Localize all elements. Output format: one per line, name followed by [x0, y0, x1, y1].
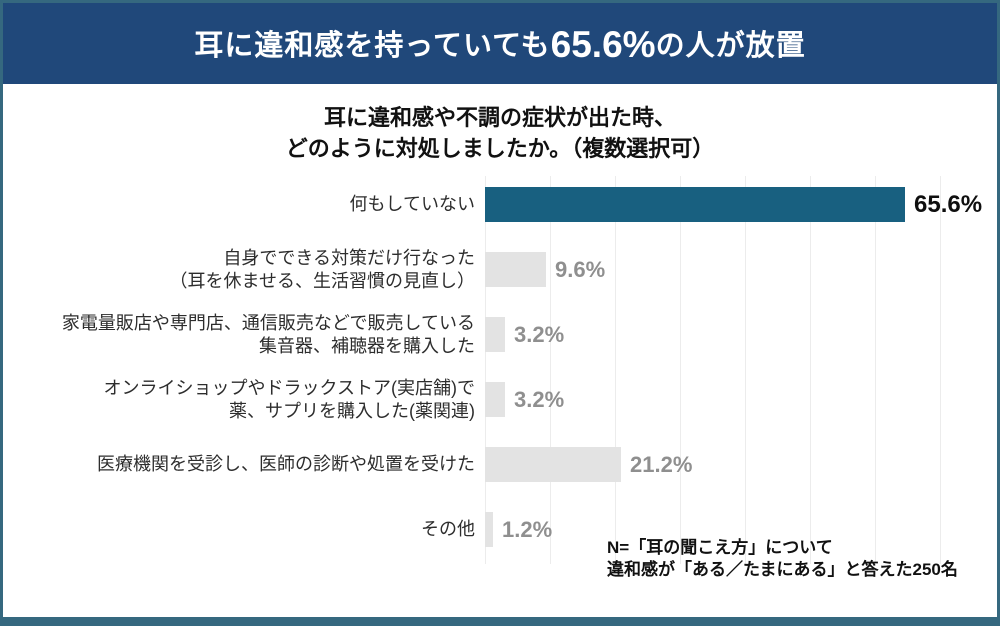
bar-value-label: 21.2% — [630, 451, 693, 477]
bar-row-2: 家電量販店や専門店、通信販売などで販売している 集音器、補聴器を購入した 3.2% — [3, 302, 997, 367]
bar-value-label: 1.2% — [502, 516, 553, 542]
sample-size-footnote: N=「耳の聞こえ方」について 違和感が「ある／たまにある」と答えた250名 — [607, 537, 958, 581]
bar-zone: 65.6% — [485, 172, 997, 237]
chart-question-title: 耳に違和感や不調の症状が出た時、 どのように対処しましたか。（複数選択可） — [3, 102, 997, 164]
plot-gridlines — [485, 176, 945, 564]
bar-value-label: 9.6% — [555, 256, 606, 282]
chart-title-line1: 耳に違和感や不調の症状が出た時、 — [323, 105, 676, 130]
bar-value-label: 3.2% — [514, 321, 565, 347]
bar-row-1: 自身でできる対策だけ行なった （耳を休ませる、生活習慣の見直し） 9.6% — [3, 237, 997, 302]
bar-row-label: 医療機関を受診し、医師の診断や処置を受けた — [97, 454, 475, 474]
bar-row-label: 自身でできる対策だけ行なった （耳を休ませる、生活習慣の見直し） — [169, 247, 475, 291]
bar-zone: 1.2% — [485, 497, 997, 562]
bar — [485, 317, 505, 352]
bar — [485, 252, 546, 287]
bar-zone: 9.6% — [485, 237, 997, 302]
bar-zone: 3.2% — [485, 302, 997, 367]
banner-title-prefix: 耳に違和感を持っていても — [194, 29, 551, 62]
bar-value-label: 65.6% — [914, 190, 983, 218]
bar-row-4: 医療機関を受診し、医師の診断や処置を受けた 21.2% — [3, 432, 997, 497]
bar-zone: 21.2% — [485, 432, 997, 497]
bar-row-3: オンライショップやドラックストア(実店舗)で 薬、サプリを購入した(薬関連) 3.2… — [3, 367, 997, 432]
bar-row-label: 何もしていない — [349, 194, 475, 214]
chart-title-line2: どのように対処しましたか。（複数選択可） — [285, 136, 715, 161]
footnote-line1: N=「耳の聞こえ方」について — [607, 538, 833, 557]
bar — [485, 382, 505, 417]
bar-chart-rows: 何もしていない 65.6% 自身でできる対策だけ行なった （耳を休ませる、生活習慣の見… — [3, 172, 997, 562]
banner-title-suffix: の人が放置 — [655, 29, 806, 62]
footnote-line2: 違和感が「ある／たまにある」と答えた250名 — [607, 560, 958, 579]
bar-row-label: その他 — [421, 519, 475, 539]
bar — [485, 447, 621, 482]
bar-row-5: その他 1.2% — [3, 497, 997, 562]
bar-row-label: 家電量販店や専門店、通信販売などで販売している 集音器、補聴器を購入した — [61, 312, 475, 356]
bar-row-0: 何もしていない 65.6% — [3, 172, 997, 237]
banner-title: 耳に違和感を持っていても65.6%の人が放置 — [194, 22, 805, 66]
top-banner: 耳に違和感を持っていても65.6%の人が放置 — [3, 3, 997, 84]
bar-row-label: オンライショップやドラックストア(実店舗)で 薬、サプリを購入した(薬関連) — [103, 377, 475, 421]
bar-highlight — [485, 187, 905, 222]
bar — [485, 512, 493, 547]
bar-zone: 3.2% — [485, 367, 997, 432]
bar-value-label: 3.2% — [514, 386, 565, 412]
banner-title-percentage: 65.6% — [550, 23, 656, 65]
